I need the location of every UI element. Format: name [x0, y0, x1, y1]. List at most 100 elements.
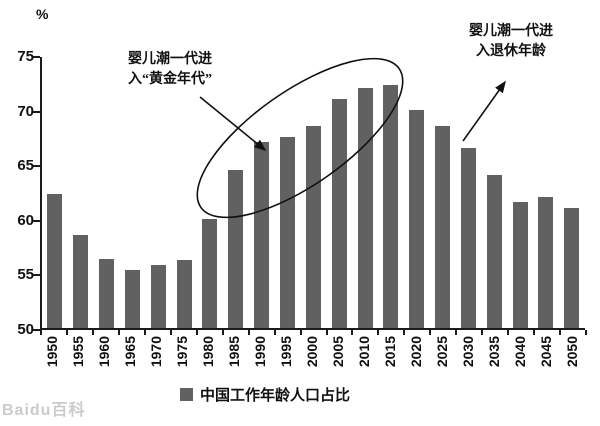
- x-slot: 2015: [377, 336, 403, 382]
- legend-label: 中国工作年龄人口占比: [199, 388, 350, 404]
- x-tick-mark: [66, 330, 68, 335]
- x-tick-mark: [221, 330, 224, 335]
- x-tick-label: 1960: [96, 336, 113, 368]
- x-slot: 2025: [429, 336, 455, 382]
- x-tick-mark: [325, 330, 328, 335]
- x-tick-label: 2030: [459, 336, 476, 368]
- x-tick-label: 1995: [278, 336, 295, 368]
- bar-1990: [254, 142, 270, 328]
- x-tick-mark: [351, 330, 354, 335]
- x-slot: 2045: [533, 336, 559, 382]
- bar-2000: [305, 126, 321, 328]
- y-tick-label: 65: [17, 157, 34, 175]
- bar-1965: [124, 270, 140, 328]
- x-tick-label: 2025: [433, 336, 450, 368]
- x-tick-label: 2050: [563, 336, 580, 368]
- x-tick-mark: [585, 330, 587, 335]
- y-tick-label: 60: [17, 211, 34, 229]
- y-tick-mark: [33, 219, 40, 222]
- x-tick-mark: [169, 330, 172, 335]
- x-tick-mark: [559, 330, 561, 335]
- watermark: Baidu百科: [2, 402, 86, 419]
- x-tick-mark: [533, 330, 536, 335]
- x-tick-label: 2035: [485, 336, 502, 368]
- bar-1980: [202, 218, 218, 328]
- y-axis-unit-label: %: [36, 6, 49, 22]
- x-slot: 1950: [40, 336, 66, 382]
- legend-swatch: [179, 388, 193, 401]
- bar-2025: [435, 126, 451, 328]
- bar-1955: [73, 235, 89, 328]
- y-tick-mark: [33, 165, 40, 168]
- x-tick-label: 1980: [200, 336, 217, 368]
- bar-1970: [150, 264, 166, 328]
- x-slot: 2005: [325, 336, 351, 382]
- x-tick-mark: [429, 330, 432, 335]
- x-tick-mark: [377, 330, 380, 335]
- x-tick-label: 2020: [407, 336, 424, 368]
- annotation-retirement: 婴儿潮一代进 入退休年龄: [436, 22, 586, 61]
- x-tick-label: 1965: [122, 336, 139, 368]
- annotation-golden-era: 婴儿潮一代进 入“黄金年代”: [98, 50, 242, 89]
- x-tick-label: 1975: [174, 336, 191, 368]
- y-tick-mark: [33, 329, 40, 331]
- x-slot: 1955: [66, 336, 92, 382]
- x-slot: 1975: [170, 336, 196, 382]
- bar-2050: [564, 207, 580, 328]
- x-tick-label: 2015: [381, 336, 398, 368]
- bar-2005: [331, 98, 347, 328]
- x-tick-label: 2040: [511, 336, 528, 368]
- x-tick-mark: [91, 330, 94, 335]
- x-tick-mark: [247, 330, 250, 335]
- plot-area: [40, 57, 585, 330]
- x-tick-label: 2005: [329, 336, 346, 368]
- bar-series: [42, 57, 585, 328]
- y-tick-label: 75: [17, 48, 34, 65]
- x-axis-labels: 1950 1955 1960 1965 1970 1975 1980 1985 1990 1995…: [40, 336, 585, 382]
- legend: 中国工作年龄人口占比: [0, 384, 565, 405]
- y-tick-mark: [33, 274, 40, 277]
- y-tick-mark: [33, 56, 40, 58]
- x-tick-mark: [117, 330, 120, 335]
- bar-2040: [512, 202, 528, 328]
- x-slot: 2000: [300, 336, 326, 382]
- x-slot: 1995: [274, 336, 300, 382]
- x-tick-mark: [273, 330, 276, 335]
- x-tick-mark: [40, 330, 42, 335]
- x-slot: 2020: [403, 336, 429, 382]
- bar-2015: [383, 84, 399, 328]
- annotation-golden-era-line1: 婴儿潮一代进: [128, 52, 212, 67]
- bar-1975: [176, 260, 192, 328]
- x-slot: 1960: [92, 336, 118, 382]
- bar-2010: [357, 87, 373, 328]
- bar-1985: [228, 169, 244, 328]
- x-tick-mark: [299, 330, 302, 335]
- x-slot: 2040: [507, 336, 533, 382]
- x-slot: 2035: [481, 336, 507, 382]
- y-tick-mark: [33, 110, 40, 113]
- x-tick-label: 2045: [537, 336, 554, 368]
- x-tick-mark: [507, 330, 510, 335]
- annotation-retirement-line2: 入退休年龄: [476, 43, 546, 59]
- bar-1960: [99, 259, 115, 328]
- x-slot: 2030: [455, 336, 481, 382]
- x-slot: 1970: [144, 336, 170, 382]
- y-tick-label: 50: [17, 321, 34, 338]
- annotation-retirement-line1: 婴儿潮一代进: [469, 24, 553, 39]
- bar-2020: [409, 109, 425, 328]
- x-tick-label: 2000: [304, 336, 320, 368]
- annotation-golden-era-line2: 入“黄金年代”: [128, 71, 212, 87]
- x-tick-label: 1970: [148, 336, 165, 368]
- x-tick-label: 1955: [70, 336, 87, 368]
- bar-2045: [538, 197, 554, 328]
- bar-2035: [486, 175, 502, 328]
- x-slot: 2010: [351, 336, 377, 382]
- x-slot: 1965: [118, 336, 144, 382]
- bar-1995: [280, 136, 296, 328]
- x-tick-mark: [403, 330, 406, 335]
- x-tick-mark: [195, 330, 198, 335]
- x-tick-label: 1985: [226, 336, 243, 368]
- x-tick-label: 1990: [252, 336, 269, 368]
- x-tick-mark: [481, 330, 484, 335]
